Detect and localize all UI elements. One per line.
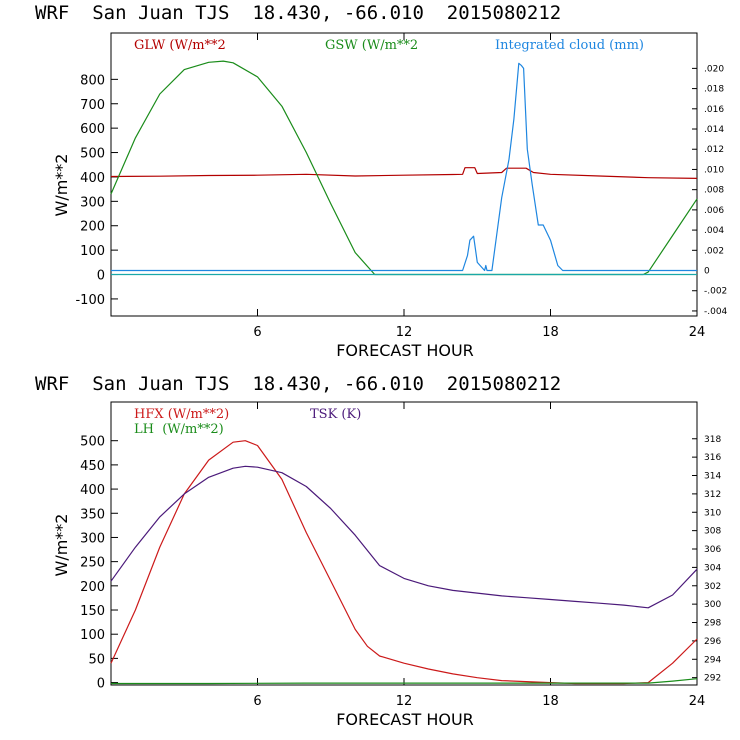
bottom-y-tick-label: 0	[97, 677, 105, 692]
bottom-y2-tick-label: 310	[704, 508, 721, 518]
bottom-y2-tick-label: 304	[704, 563, 721, 573]
top-y-tick-label: 400	[80, 171, 105, 186]
top-series-glw-line	[110, 167, 698, 179]
top-y-tick-label: 500	[80, 147, 105, 162]
bottom-y2-tick-label: 294	[704, 655, 721, 665]
bottom-y-tick-label: 500	[80, 435, 105, 450]
top-y2-tick-label: -.002	[704, 287, 727, 297]
bottom-y2-tick-label: 298	[704, 619, 721, 629]
top-y2-tick-label: .020	[704, 64, 724, 74]
bottom-y2-tick-label: 316	[704, 453, 721, 463]
top-y2-tick-label: .004	[704, 226, 724, 236]
bottom-y2-tick-label: 314	[704, 472, 721, 482]
bottom-y2-tick-label: 296	[704, 637, 721, 647]
top-plot-frame	[110, 32, 698, 317]
bottom-x-axis-label: FORECAST HOUR	[336, 710, 474, 729]
bottom-legend-tsk: TSK (K)	[310, 407, 361, 422]
top-x-tick-label: 24	[689, 325, 706, 340]
bottom-x-tick-label: 12	[396, 694, 413, 709]
bottom-y2-tick-label: 308	[704, 527, 721, 537]
bottom-y2-tick-label: 318	[704, 435, 721, 445]
top-y2-tick-label: .012	[704, 145, 724, 155]
bottom-y2-tick-label: 302	[704, 582, 721, 592]
bottom-y2-tick-label: 312	[704, 490, 721, 500]
bottom-y-tick-label: 200	[80, 580, 105, 595]
bottom-y-tick-label: 150	[80, 604, 105, 619]
top-x-axis-label: FORECAST HOUR	[336, 341, 474, 360]
bottom-plot-marks: 6 12 18 24 0 50 100 150 200 250 300 350 400 450 500 292…	[80, 402, 721, 709]
top-legend-gsw: GSW (W/m**2	[325, 38, 418, 53]
bottom-series-lh-line	[111, 678, 698, 685]
top-y-tick-label: 200	[80, 220, 105, 235]
bottom-y2-tick-label: 300	[704, 600, 721, 610]
top-y2-tick-label: .014	[704, 125, 724, 135]
bottom-y-tick-label: 100	[80, 628, 105, 643]
top-y2-tick-label: .008	[704, 186, 724, 196]
bottom-y2-tick-label: 292	[704, 674, 721, 684]
top-y2-tick-label: 0	[704, 267, 710, 277]
bottom-legend-hfx: HFX (W/m**2)	[134, 407, 229, 422]
top-y2-tick-label: .006	[704, 206, 724, 216]
top-y-tick-label: 100	[80, 244, 105, 259]
top-y-tick-label: 300	[80, 195, 105, 210]
top-title: WRF San Juan TJS 18.430, -66.010 2015080…	[35, 2, 561, 24]
bottom-series-hfx-line	[110, 440, 698, 685]
top-y2-tick-label: .002	[704, 246, 724, 256]
top-series-integrated-line	[111, 62, 697, 272]
bottom-y-tick-label: 350	[80, 507, 105, 522]
top-x-tick-label: 18	[542, 325, 559, 340]
top-y-tick-label: 700	[80, 98, 105, 113]
top-x-tick-label: 6	[253, 325, 261, 340]
bottom-title: WRF San Juan TJS 18.430, -66.010 2015080…	[35, 373, 561, 395]
bottom-legend-lh: LH (W/m**2)	[134, 422, 224, 437]
top-plot-marks: 6 12 18 24 -100 0 100 200 300 400 500 600 700 800 -.00…	[75, 33, 728, 340]
bottom-x-tick-label: 6	[253, 694, 261, 709]
bottom-y-axis-label: W/m**2	[52, 514, 71, 577]
top-y2-tick-label: .010	[704, 165, 724, 175]
bottom-y2-tick-label: 306	[704, 545, 721, 555]
bottom-y-tick-label: 300	[80, 531, 105, 546]
top-y-axis-label: W/m**2	[52, 154, 71, 217]
top-y-tick-label: 600	[80, 122, 105, 137]
top-y-tick-label: 0	[97, 269, 105, 284]
top-y2-tick-label: -.004	[704, 307, 728, 317]
bottom-y-tick-label: 450	[80, 459, 105, 474]
top-x-tick-label: 12	[396, 325, 413, 340]
top-y-tick-label: -100	[75, 293, 105, 308]
bottom-y-tick-label: 50	[88, 652, 105, 667]
bottom-series-tsk-line	[110, 465, 698, 609]
top-y2-tick-label: .016	[704, 105, 724, 115]
top-legend-glw: GLW (W/m**2	[134, 38, 226, 53]
bottom-plot-frame	[110, 401, 698, 686]
top-y2-tick-label: .018	[704, 85, 724, 95]
top-panel: WRF San Juan TJS 18.430, -66.010 2015080…	[35, 2, 728, 360]
top-series-gsw-line	[110, 60, 698, 276]
bottom-panel: WRF San Juan TJS 18.430, -66.010 2015080…	[35, 373, 721, 729]
top-y-tick-label: 800	[80, 73, 105, 88]
top-legend-cloud: Integrated cloud (mm)	[495, 38, 644, 53]
bottom-y-tick-label: 400	[80, 483, 105, 498]
bottom-y-tick-label: 250	[80, 556, 105, 571]
bottom-x-tick-label: 18	[542, 694, 559, 709]
bottom-x-tick-label: 24	[689, 694, 706, 709]
